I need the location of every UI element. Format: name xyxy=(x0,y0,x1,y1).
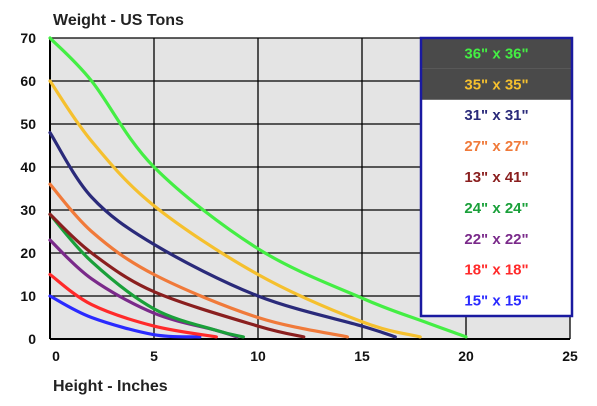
series-line-4 xyxy=(48,212,306,339)
series-line-1 xyxy=(48,79,422,339)
legend-item-6: 22" x 22" xyxy=(464,231,528,248)
legend: 36" x 36" 35" x 35" 31" x 31" 27" x 27" 13" … xyxy=(419,36,574,318)
y-tick-label: 70 xyxy=(20,30,36,46)
series-line-8 xyxy=(48,294,202,339)
series-line-5 xyxy=(48,212,245,339)
series-line-3 xyxy=(48,182,349,339)
chart-title: Weight - US Tons xyxy=(53,12,184,29)
x-tick-label: 25 xyxy=(562,348,578,364)
legend-item-4: 13" x 41" xyxy=(464,169,528,186)
legend-item-5: 24" x 24" xyxy=(464,200,528,217)
y-tick-label: 0 xyxy=(28,331,36,347)
legend-item-8: 15" x 15" xyxy=(464,293,528,310)
legend-item-0: 36" x 36" xyxy=(464,45,528,62)
series-line-2 xyxy=(48,131,397,339)
x-tick-label: 5 xyxy=(150,348,158,364)
series-lines xyxy=(48,36,468,339)
y-tick-label: 40 xyxy=(20,159,36,175)
y-tick-label: 60 xyxy=(20,73,36,89)
legend-border xyxy=(419,36,574,318)
series-line-0 xyxy=(48,36,468,339)
x-tick-label: 10 xyxy=(250,348,266,364)
series-line-7 xyxy=(48,272,218,339)
x-tick-label: 20 xyxy=(458,348,474,364)
legend-item-7: 18" x 18" xyxy=(464,262,528,279)
x-tick-label: 0 xyxy=(52,348,60,364)
y-tick-label: 20 xyxy=(20,245,36,261)
axis-ticks: 0 5 10 15 20 25 0 10 20 30 40 50 60 70 xyxy=(20,30,578,364)
legend-item-1: 35" x 35" xyxy=(464,76,528,93)
y-tick-label: 10 xyxy=(20,288,36,304)
y-tick-label: 30 xyxy=(20,202,36,218)
legend-item-3: 27" x 27" xyxy=(464,138,528,155)
legend-item-2: 31" x 31" xyxy=(464,107,528,124)
x-axis-label: Height - Inches xyxy=(53,378,168,395)
legend-row-bg xyxy=(421,38,572,69)
y-tick-label: 50 xyxy=(20,116,36,132)
legend-row-bg xyxy=(421,68,572,100)
x-tick-label: 15 xyxy=(354,348,370,364)
